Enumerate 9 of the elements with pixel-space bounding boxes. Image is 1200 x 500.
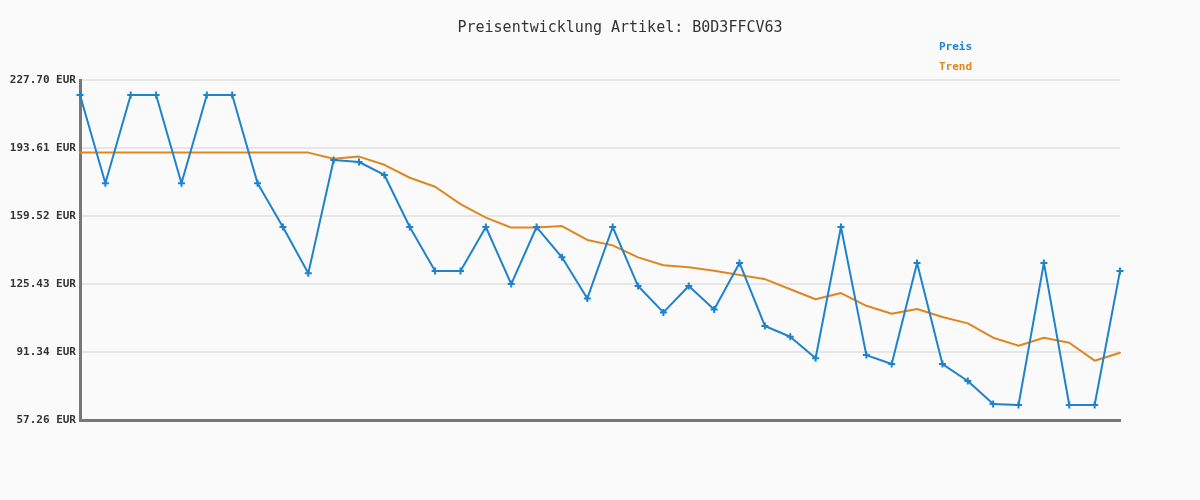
y-tick-label: 57.26 EUR <box>16 412 77 426</box>
y-tick-label: 193.61 EUR <box>9 140 77 154</box>
text: Preis <box>939 39 973 53</box>
y-tick-label: 227.70 EUR <box>9 72 77 86</box>
y-tick-label: 91.34 EUR <box>16 344 77 358</box>
y-tick-label: 159.52 EUR <box>9 208 77 222</box>
text: Trend <box>939 59 973 73</box>
y-tick-label: 125.43 EUR <box>9 276 77 290</box>
chart-title: Preisentwicklung Artikel: B0D3FFCV63 <box>457 17 783 36</box>
